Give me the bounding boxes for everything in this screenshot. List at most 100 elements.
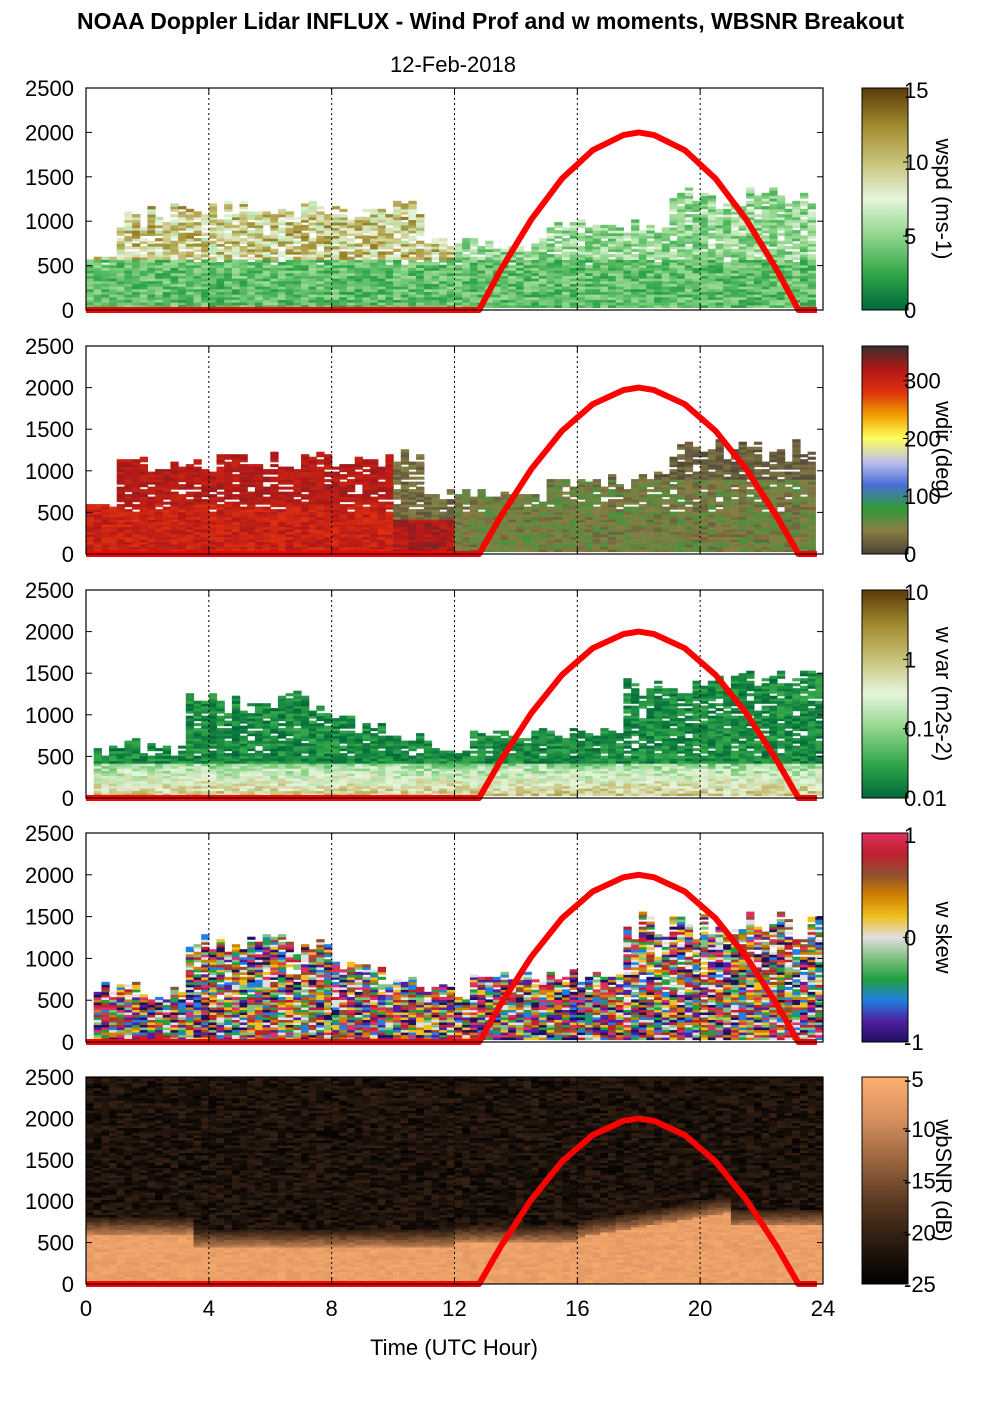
heatmap-cell bbox=[124, 267, 133, 271]
heatmap-cell bbox=[324, 544, 333, 548]
heatmap-cell bbox=[93, 511, 102, 515]
heatmap-cell bbox=[592, 272, 601, 276]
heatmap-cell bbox=[116, 254, 125, 258]
heatmap-cell bbox=[400, 511, 410, 515]
heatmap-cell bbox=[201, 509, 210, 513]
heatmap-cell bbox=[347, 232, 356, 236]
heatmap-cell bbox=[615, 251, 624, 255]
heatmap-cell bbox=[324, 243, 333, 247]
heatmap-cell bbox=[723, 304, 732, 308]
heatmap-cell bbox=[677, 248, 686, 252]
heatmap-cell bbox=[554, 534, 563, 538]
heatmap-cell bbox=[124, 519, 133, 523]
heatmap-cell bbox=[362, 280, 371, 284]
heatmap-cell bbox=[370, 208, 379, 213]
heatmap-cell bbox=[385, 235, 394, 239]
heatmap-cell bbox=[523, 501, 532, 505]
heatmap-cell bbox=[116, 288, 125, 292]
heatmap-cell bbox=[562, 524, 571, 528]
heatmap-cell bbox=[546, 549, 555, 553]
heatmap-cell bbox=[462, 526, 471, 530]
heatmap-cell bbox=[178, 224, 187, 229]
heatmap-cell bbox=[377, 474, 386, 478]
heatmap-cell bbox=[646, 304, 655, 308]
heatmap-cell bbox=[216, 514, 225, 518]
heatmap-cell bbox=[247, 280, 256, 284]
heatmap-cell bbox=[109, 278, 118, 282]
heatmap-cell bbox=[139, 286, 148, 290]
heatmap-cell bbox=[761, 270, 770, 274]
heatmap-cell bbox=[270, 499, 279, 503]
heatmap-cell bbox=[347, 521, 356, 525]
heatmap-cell bbox=[262, 288, 271, 292]
heatmap-cell bbox=[216, 511, 225, 515]
heatmap-cell bbox=[431, 283, 440, 287]
heatmap-cell bbox=[769, 238, 778, 242]
heatmap-cell bbox=[531, 541, 540, 545]
heatmap-cell bbox=[431, 248, 440, 252]
heatmap-cell bbox=[408, 288, 417, 292]
heatmap-cell bbox=[193, 499, 202, 503]
heatmap-cell bbox=[139, 476, 148, 480]
heatmap-cell bbox=[178, 304, 187, 308]
heatmap-cell bbox=[354, 246, 363, 250]
heatmap-cell bbox=[116, 541, 125, 545]
heatmap-cell bbox=[224, 511, 233, 515]
heatmap-cell bbox=[155, 534, 164, 538]
heatmap-cell bbox=[239, 227, 248, 231]
heatmap-cell bbox=[546, 484, 555, 488]
heatmap-cell bbox=[362, 299, 371, 303]
heatmap-cell bbox=[577, 262, 586, 266]
heatmap-cell bbox=[132, 496, 141, 500]
heatmap-cell bbox=[109, 524, 118, 528]
heatmap-cell bbox=[170, 294, 179, 298]
heatmap-cell bbox=[277, 531, 287, 535]
heatmap-cell bbox=[109, 296, 118, 300]
heatmap-cell bbox=[155, 302, 164, 306]
heatmap-cell bbox=[224, 514, 233, 518]
heatmap-cell bbox=[116, 479, 125, 483]
heatmap-cell bbox=[254, 489, 264, 493]
heatmap-cell bbox=[469, 526, 479, 530]
heatmap-cell bbox=[270, 235, 279, 239]
heatmap-cell bbox=[285, 466, 294, 470]
heatmap-cell bbox=[753, 243, 763, 247]
heatmap-cell bbox=[301, 286, 310, 290]
heatmap-cell bbox=[370, 466, 379, 470]
heatmap-cell bbox=[155, 278, 164, 282]
heatmap-cell bbox=[316, 549, 325, 553]
heatmap-cell bbox=[277, 519, 287, 523]
heatmap-cell bbox=[324, 536, 333, 540]
heatmap-cell bbox=[293, 296, 302, 300]
heatmap-cell bbox=[477, 294, 486, 298]
heatmap-cell bbox=[416, 232, 425, 236]
heatmap-cell bbox=[477, 516, 486, 520]
heatmap-cell bbox=[247, 471, 256, 475]
heatmap-cell bbox=[439, 514, 448, 518]
heatmap-cell bbox=[239, 466, 248, 470]
heatmap-cell bbox=[208, 227, 218, 231]
heatmap-cell bbox=[132, 489, 141, 493]
heatmap-cell bbox=[178, 471, 187, 475]
heatmap-cell bbox=[408, 489, 417, 493]
heatmap-cell bbox=[746, 272, 755, 276]
heatmap-cell bbox=[339, 529, 348, 533]
heatmap-cell bbox=[600, 264, 609, 268]
heatmap-cell bbox=[554, 494, 563, 498]
heatmap-cell bbox=[254, 296, 264, 300]
heatmap-cell bbox=[515, 511, 525, 515]
heatmap-cell bbox=[354, 294, 363, 298]
heatmap-cell bbox=[308, 275, 317, 279]
heatmap-cell bbox=[293, 521, 302, 525]
heatmap-cell bbox=[224, 288, 233, 292]
heatmap-cell bbox=[132, 526, 141, 530]
heatmap-cell bbox=[638, 280, 648, 284]
heatmap-cell bbox=[308, 489, 317, 493]
heatmap-cell bbox=[116, 262, 125, 266]
heatmap-cell bbox=[239, 294, 248, 298]
heatmap-cell bbox=[400, 288, 410, 292]
heatmap-cell bbox=[208, 504, 218, 508]
heatmap-cell bbox=[562, 296, 571, 300]
heatmap-cell bbox=[531, 546, 540, 550]
heatmap-cell bbox=[654, 288, 663, 292]
